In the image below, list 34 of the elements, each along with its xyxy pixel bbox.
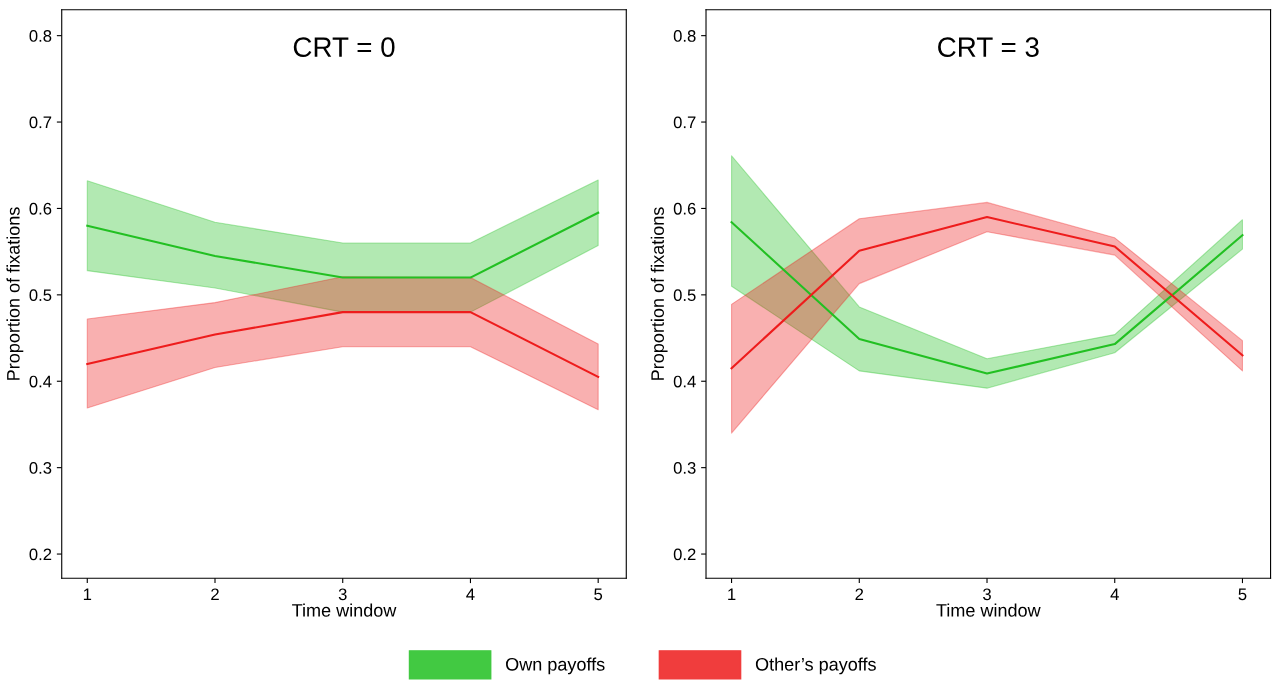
legend-label: Other’s payoffs (755, 657, 876, 675)
y-tick-label: 0.6 (29, 202, 52, 215)
x-tick-label: 1 (728, 588, 736, 601)
x-tick-label: 1 (83, 588, 92, 601)
y-tick-label: 0.5 (673, 289, 696, 302)
x-tick-label: 2 (211, 588, 219, 601)
y-tick-label: 0.3 (29, 462, 52, 474)
x-tick-label: 3 (338, 588, 347, 601)
x-axis-title: Time window (292, 603, 397, 617)
x-tick-label: 3 (983, 588, 991, 601)
x-tick-label: 4 (466, 588, 475, 601)
y-tick-label: 0.3 (673, 462, 696, 474)
y-tick-label: 0.8 (29, 30, 52, 42)
line-series (86, 211, 600, 279)
legend-label: Own payoffs (506, 657, 605, 675)
y-axis-title: Proportion of fixations (6, 207, 24, 380)
x-tick-label: 2 (855, 588, 864, 601)
y-tick-label: 0.6 (673, 202, 696, 215)
y-tick-label: 0.2 (673, 548, 696, 561)
y-tick-label: 0.5 (29, 289, 52, 302)
y-tick-label: 0.8 (673, 30, 696, 42)
y-tick-label: 0.4 (673, 375, 696, 388)
text: CRT = 0 (293, 37, 395, 57)
y-tick-label: 0.7 (673, 116, 696, 129)
x-axis-title: Time window (936, 603, 1041, 617)
y-tick-label: 0.4 (29, 375, 52, 388)
y-tick-label: 0.7 (29, 116, 52, 129)
y-axis-title: Proportion of fixations (650, 207, 668, 380)
text: CRT = 3 (938, 37, 1039, 57)
line-series (86, 311, 600, 378)
x-tick-label: 4 (1110, 588, 1119, 601)
x-tick-label: 5 (594, 588, 603, 601)
x-tick-label: 5 (1238, 588, 1247, 601)
y-tick-label: 0.2 (29, 548, 52, 561)
